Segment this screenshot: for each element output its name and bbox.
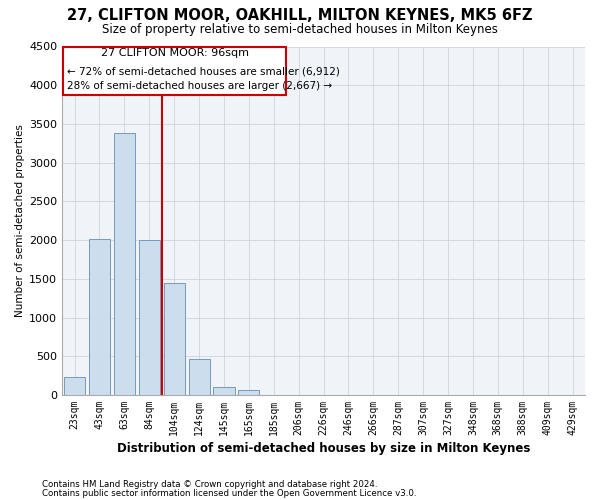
Bar	[114, 133, 135, 395]
Bar	[164, 282, 185, 395]
X-axis label: Distribution of semi-detached houses by size in Milton Keynes: Distribution of semi-detached houses by …	[117, 442, 530, 455]
Text: Size of property relative to semi-detached houses in Milton Keynes: Size of property relative to semi-detach…	[102, 22, 498, 36]
Text: Contains HM Land Registry data © Crown copyright and database right 2024.: Contains HM Land Registry data © Crown c…	[42, 480, 377, 489]
Text: 27, CLIFTON MOOR, OAKHILL, MILTON KEYNES, MK5 6FZ: 27, CLIFTON MOOR, OAKHILL, MILTON KEYNES…	[67, 8, 533, 22]
Bar	[238, 390, 259, 395]
Text: Contains public sector information licensed under the Open Government Licence v3: Contains public sector information licen…	[42, 488, 416, 498]
Bar	[214, 387, 235, 395]
Bar	[139, 240, 160, 395]
Text: 28% of semi-detached houses are larger (2,667) →: 28% of semi-detached houses are larger (…	[67, 81, 332, 91]
Text: ← 72% of semi-detached houses are smaller (6,912): ← 72% of semi-detached houses are smalle…	[67, 66, 340, 76]
Bar	[89, 238, 110, 395]
Bar	[188, 358, 209, 395]
Bar	[64, 377, 85, 395]
Bar	[64, 46, 286, 94]
Y-axis label: Number of semi-detached properties: Number of semi-detached properties	[15, 124, 25, 317]
Text: 27 CLIFTON MOOR: 96sqm: 27 CLIFTON MOOR: 96sqm	[101, 48, 249, 58]
